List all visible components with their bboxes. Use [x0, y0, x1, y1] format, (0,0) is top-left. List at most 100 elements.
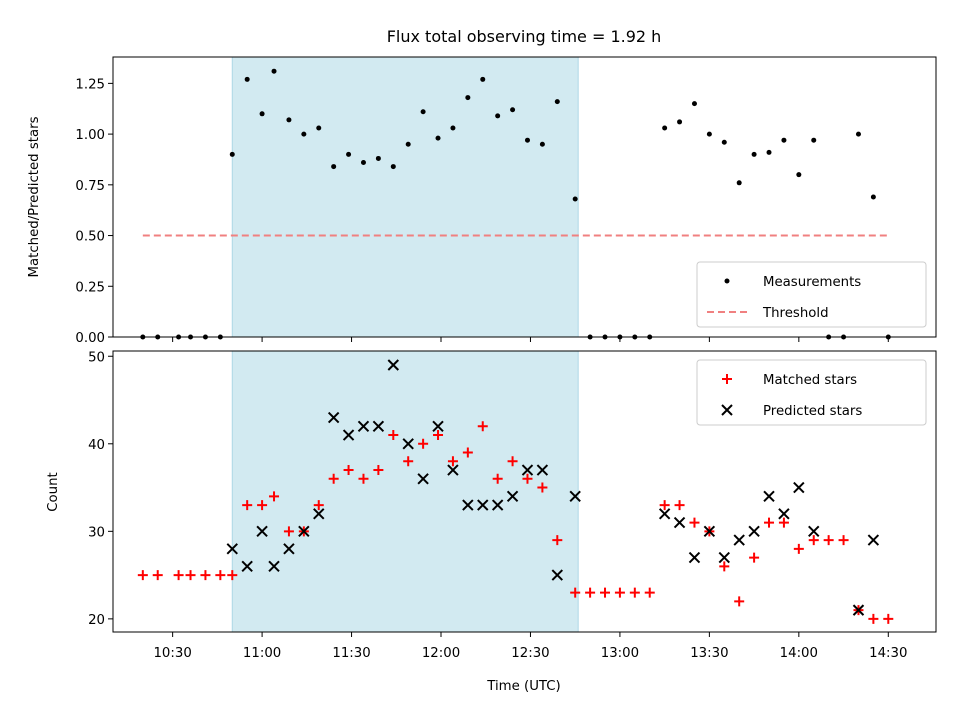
predicted-stars-point — [748, 525, 760, 538]
matched-stars-point — [793, 543, 804, 554]
measurements-point — [286, 117, 292, 123]
matched-stars-point — [462, 447, 473, 458]
matched-stars-point — [778, 517, 789, 528]
measurements-point — [766, 149, 772, 155]
predicted-stars-point — [569, 490, 581, 503]
predicted-stars-point — [733, 534, 745, 546]
predicted-stars-legend-label: Predicted stars — [763, 404, 862, 419]
bottom-y-axis-label: Count — [46, 472, 61, 512]
x-tick-label: 11:30 — [332, 646, 370, 661]
measurements-point — [390, 164, 396, 170]
measurements-legend-swatch — [724, 278, 730, 284]
top-y-tick-label: 0.25 — [75, 280, 105, 295]
matched-stars-point — [328, 473, 339, 484]
measurements-point — [510, 107, 516, 113]
top-panel: 0.00 0.25 0.50 0.75 1.00 1.25 Measurements Thre… — [75, 56, 937, 346]
matched-stars-point — [868, 613, 879, 624]
x-axis-label: Time (UTC) — [486, 679, 561, 694]
measurements-point — [721, 139, 727, 145]
matched-stars-point — [137, 570, 148, 581]
bottom-y-tick-label: 20 — [88, 613, 105, 628]
matched-stars-point — [173, 570, 184, 581]
predicted-stars-point — [417, 473, 429, 485]
predicted-stars-point — [283, 543, 295, 555]
matched-stars-point — [614, 587, 625, 598]
predicted-stars-point — [462, 499, 474, 511]
matched-stars-point — [522, 473, 533, 484]
predicted-stars-point — [313, 508, 325, 520]
matched-stars-point — [242, 500, 253, 511]
chart-title: Flux total observing time = 1.92 h — [387, 27, 662, 46]
measurements-point — [244, 76, 250, 82]
matched-stars-point — [600, 587, 611, 598]
measurements-point — [796, 172, 802, 178]
measurements-point — [375, 155, 381, 161]
top-legend-box — [696, 261, 927, 328]
matched-stars-point — [200, 570, 211, 581]
matched-stars-point — [152, 570, 163, 581]
top-y-tick-label: 0.50 — [75, 230, 105, 245]
predicted-stars-point — [432, 420, 444, 432]
bottom-y-tick-label: 40 — [88, 438, 105, 453]
predicted-stars-point — [688, 551, 701, 564]
matched-stars-legend-label: Matched stars — [763, 373, 857, 388]
measurements-point — [751, 151, 757, 157]
predicted-stars-point — [256, 525, 268, 538]
bottom-y-tick-label: 50 — [88, 350, 105, 365]
matched-stars-point — [358, 473, 369, 484]
measurements-point — [229, 151, 235, 157]
predicted-stars-point — [551, 569, 564, 581]
predicted-stars-legend-swatch — [721, 404, 733, 416]
measurements-point — [271, 68, 277, 74]
x-tick-label: 14:30 — [869, 646, 907, 661]
measurements-point — [465, 95, 471, 101]
bottom-legend-box — [696, 359, 927, 426]
matched-stars-point — [403, 456, 414, 467]
matched-stars-point — [644, 587, 655, 598]
matched-stars-point — [659, 500, 670, 511]
predicted-stars-point — [506, 490, 519, 503]
measurements-point — [316, 125, 322, 131]
matched-stars-point — [492, 473, 503, 484]
matched-stars-point — [257, 500, 268, 511]
measurements-point — [706, 131, 712, 137]
top-y-tick-label: 0.75 — [75, 179, 105, 194]
predicted-stars-point — [793, 481, 805, 494]
matched-stars-point — [674, 500, 685, 511]
measurements-point — [435, 135, 441, 141]
predicted-stars-point — [402, 438, 414, 450]
matched-stars-point — [283, 526, 294, 537]
threshold-legend-label: Threshold — [762, 306, 829, 321]
bottom-legend: Matched stars Predicted stars — [696, 359, 927, 426]
measurements-point — [781, 137, 787, 143]
bottom-y-tick-label: 30 — [88, 525, 105, 540]
measurements-point — [346, 151, 352, 157]
measurements-point — [524, 137, 530, 143]
measurements-point — [480, 76, 486, 82]
matched-stars-point — [477, 421, 488, 432]
top-axes-frame — [112, 56, 937, 338]
measurements-point — [572, 196, 578, 202]
measurements-point — [691, 101, 697, 107]
measurements-point — [811, 137, 817, 143]
bottom-axes-frame — [112, 350, 937, 633]
measurements-legend-label: Measurements — [763, 275, 861, 290]
bottom-panel: 20 30 40 50 10:30 11:00 11:30 12:00 12:30 13:00 13… — [88, 350, 937, 661]
predicted-stars-point — [536, 464, 549, 476]
predicted-stars-point — [852, 604, 865, 616]
matched-stars-point — [823, 535, 834, 546]
x-tick-label: 13:00 — [601, 646, 639, 661]
measurements-point — [855, 131, 861, 137]
top-y-tick-label: 0.00 — [75, 331, 105, 346]
predicted-stars-point — [342, 429, 355, 441]
measurements-point — [554, 99, 560, 105]
predicted-stars-point — [763, 490, 775, 503]
top-shaded-span — [231, 56, 579, 338]
predicted-stars-point — [268, 560, 280, 573]
matched-stars-point — [552, 535, 563, 546]
predicted-stars-point — [327, 411, 340, 424]
x-tick-label: 10:30 — [153, 646, 191, 661]
matched-stars-legend-swatch — [722, 374, 732, 384]
x-tick-label: 14:00 — [780, 646, 818, 661]
matched-stars-point — [808, 535, 819, 546]
